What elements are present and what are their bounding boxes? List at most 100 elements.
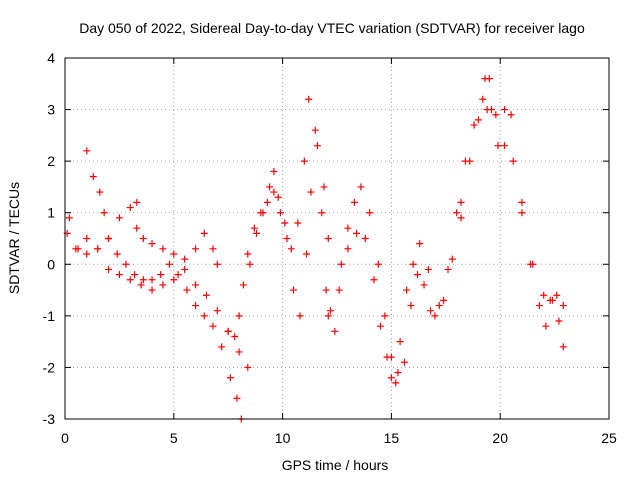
data-point	[501, 106, 509, 114]
data-point	[96, 188, 104, 196]
data-point	[181, 265, 189, 273]
data-point	[270, 167, 278, 175]
data-point	[483, 106, 491, 114]
data-point	[296, 312, 304, 320]
data-point	[131, 271, 139, 279]
data-point	[518, 209, 526, 217]
data-point	[259, 209, 267, 217]
data-point	[246, 260, 254, 268]
x-tick-label: 20	[492, 430, 508, 446]
data-point	[559, 343, 567, 351]
data-point	[105, 265, 113, 273]
data-point	[159, 281, 167, 289]
data-point	[122, 260, 130, 268]
data-point	[448, 255, 456, 263]
data-point	[396, 338, 404, 346]
data-point	[453, 209, 461, 217]
data-point	[209, 245, 217, 253]
data-point	[244, 363, 252, 371]
data-point	[313, 142, 321, 150]
data-point	[139, 276, 147, 284]
data-point	[392, 379, 400, 387]
data-point	[226, 374, 234, 382]
y-tick-label: -2	[43, 359, 56, 375]
data-point	[481, 75, 489, 83]
data-point	[252, 229, 260, 237]
data-point	[337, 260, 345, 268]
data-point	[133, 224, 141, 232]
data-point	[559, 302, 567, 310]
data-point	[159, 245, 167, 253]
series-track-9	[457, 75, 567, 351]
data-point	[466, 157, 474, 165]
data-point	[320, 183, 328, 191]
data-point	[218, 343, 226, 351]
data-point	[224, 327, 232, 335]
data-point	[148, 276, 156, 284]
series-track-4	[133, 224, 221, 268]
series-track-5	[224, 142, 332, 340]
data-point	[324, 312, 332, 320]
data-point	[326, 307, 334, 315]
data-point	[276, 209, 284, 217]
data-point	[335, 286, 343, 294]
data-point	[529, 260, 537, 268]
data-point	[287, 245, 295, 253]
data-point	[344, 245, 352, 253]
data-point	[139, 235, 147, 242]
data-point	[250, 224, 258, 232]
data-marks	[63, 75, 567, 423]
data-point	[324, 235, 332, 242]
data-point	[424, 265, 432, 273]
data-point	[318, 209, 326, 217]
chart-title: Day 050 of 2022, Sidereal Day-to-day VTE…	[79, 20, 585, 36]
data-point	[209, 322, 217, 330]
y-tick-label: 0	[47, 256, 55, 272]
data-point	[165, 260, 173, 268]
data-point	[431, 312, 439, 320]
series-track-3	[83, 147, 245, 423]
data-point	[377, 322, 385, 330]
y-tick-label: 3	[47, 102, 55, 118]
data-point	[235, 348, 243, 356]
y-axis-label: SDTVAR / TECUs	[6, 182, 22, 294]
data-point	[507, 111, 515, 119]
data-point	[381, 312, 389, 320]
data-point	[474, 116, 482, 124]
data-point	[115, 214, 123, 222]
data-point	[266, 183, 274, 191]
data-point	[387, 353, 395, 361]
data-point	[83, 235, 91, 242]
data-point	[181, 255, 189, 263]
data-point	[72, 245, 80, 253]
data-point	[403, 286, 411, 294]
data-point	[416, 240, 424, 248]
data-point	[414, 271, 422, 279]
data-point	[494, 142, 502, 150]
data-point	[427, 307, 435, 315]
y-tick-label: -3	[43, 411, 56, 427]
data-point	[353, 229, 361, 237]
data-point	[501, 142, 509, 150]
data-point	[555, 317, 563, 325]
data-point	[270, 188, 278, 196]
plot-frame	[64, 57, 610, 420]
data-point	[202, 291, 210, 299]
data-point	[105, 235, 113, 242]
data-point	[137, 281, 145, 289]
data-point	[540, 291, 548, 299]
data-point	[170, 250, 178, 258]
data-point	[370, 276, 378, 284]
data-point	[200, 229, 208, 237]
data-point	[409, 260, 417, 268]
data-point	[407, 302, 415, 310]
data-point	[553, 291, 561, 299]
data-point	[435, 302, 443, 310]
data-point	[192, 302, 200, 310]
data-point	[183, 286, 191, 294]
data-point	[361, 235, 369, 242]
data-point	[174, 271, 182, 279]
y-tick-label: -1	[43, 308, 56, 324]
data-point	[115, 271, 123, 279]
data-point	[518, 198, 526, 206]
